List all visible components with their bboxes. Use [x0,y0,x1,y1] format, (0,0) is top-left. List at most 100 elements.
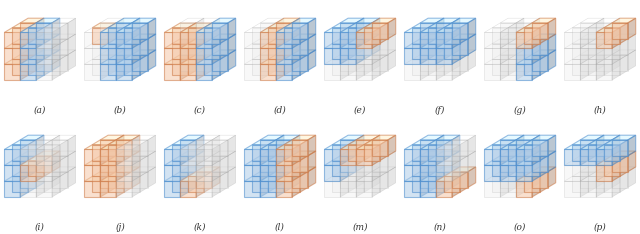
Polygon shape [268,44,284,59]
Polygon shape [444,55,468,59]
Polygon shape [36,181,52,197]
Polygon shape [524,172,532,192]
Polygon shape [364,156,372,176]
Polygon shape [420,28,444,33]
Polygon shape [44,140,52,161]
Polygon shape [604,55,628,59]
Polygon shape [188,23,196,44]
Polygon shape [292,18,316,23]
Polygon shape [292,167,316,172]
Polygon shape [428,55,436,75]
Polygon shape [588,140,596,161]
Polygon shape [36,151,44,172]
Polygon shape [180,39,196,55]
Polygon shape [116,59,140,64]
Polygon shape [388,135,396,156]
Polygon shape [516,161,524,181]
Polygon shape [20,156,36,172]
Polygon shape [356,50,364,71]
Polygon shape [132,167,156,172]
Polygon shape [204,145,220,161]
Polygon shape [436,140,452,156]
Polygon shape [180,145,204,150]
Polygon shape [132,55,148,71]
Polygon shape [356,172,372,188]
Polygon shape [204,44,220,59]
Polygon shape [572,59,588,75]
Polygon shape [292,50,316,55]
Polygon shape [364,140,372,161]
Polygon shape [588,44,604,59]
Polygon shape [44,44,60,59]
Polygon shape [244,181,260,197]
Polygon shape [596,176,604,197]
Polygon shape [84,44,108,48]
Polygon shape [292,39,308,55]
Polygon shape [588,161,604,176]
Polygon shape [596,34,620,39]
Polygon shape [108,39,132,44]
Polygon shape [204,39,228,44]
Polygon shape [436,34,444,55]
Polygon shape [196,34,204,55]
Polygon shape [276,33,292,48]
Polygon shape [444,39,452,59]
Text: (f): (f) [435,106,445,115]
Polygon shape [612,161,620,181]
Polygon shape [604,23,612,44]
Polygon shape [348,23,372,28]
Polygon shape [596,140,612,156]
Polygon shape [28,23,52,28]
Polygon shape [516,181,532,197]
Polygon shape [188,39,196,59]
Polygon shape [204,23,228,28]
Polygon shape [516,59,540,64]
Polygon shape [508,28,524,44]
Polygon shape [196,44,220,48]
Polygon shape [356,44,380,48]
Polygon shape [580,44,588,64]
Polygon shape [564,33,580,48]
Polygon shape [356,39,372,55]
Polygon shape [268,172,276,192]
Polygon shape [364,39,388,44]
Polygon shape [532,34,556,39]
Polygon shape [516,176,540,181]
Polygon shape [596,161,604,181]
Polygon shape [196,18,204,39]
Polygon shape [108,161,124,176]
Polygon shape [404,33,420,48]
Polygon shape [252,145,268,161]
Polygon shape [180,28,188,48]
Polygon shape [620,172,628,192]
Polygon shape [340,50,364,55]
Polygon shape [308,151,316,172]
Polygon shape [164,150,180,165]
Polygon shape [44,23,52,44]
Polygon shape [356,28,380,33]
Polygon shape [292,156,308,172]
Polygon shape [548,18,556,39]
Polygon shape [428,55,452,59]
Polygon shape [404,28,428,33]
Polygon shape [20,135,44,140]
Polygon shape [532,50,540,71]
Polygon shape [436,151,444,172]
Polygon shape [604,39,612,59]
Polygon shape [108,172,116,192]
Polygon shape [428,23,436,44]
Polygon shape [196,59,204,80]
Polygon shape [180,59,204,64]
Polygon shape [356,181,372,197]
Polygon shape [228,135,236,156]
Polygon shape [116,18,124,39]
Polygon shape [52,167,60,188]
Polygon shape [180,34,204,39]
Polygon shape [356,18,380,23]
Polygon shape [260,165,276,181]
Polygon shape [436,50,444,71]
Polygon shape [516,44,524,64]
Polygon shape [372,28,380,48]
Polygon shape [28,161,44,176]
Polygon shape [348,145,364,161]
